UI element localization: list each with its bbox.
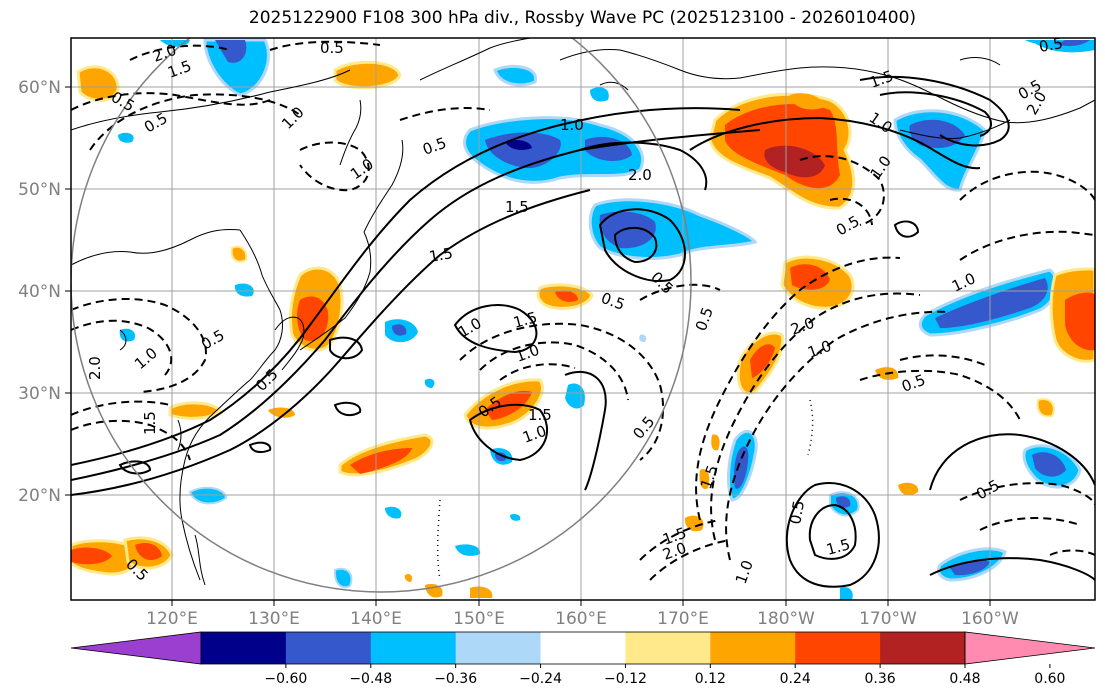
contour-label: 2.0 xyxy=(628,166,652,184)
contour-label: 1.5 xyxy=(511,308,539,332)
colorbar-arrow-high xyxy=(964,631,1096,665)
colorbar: −0.60 −0.48 −0.36 −0.24 −0.12 0.12 0.24 0.36 0.4… xyxy=(70,631,1096,687)
map-canvas: 0.5 2.0 1.5 0.5 1.0 0.5 1.0 1.0 2.0 1.5 … xyxy=(71,34,1095,600)
lon-label: 180°W xyxy=(757,609,815,629)
colorbar-swatch xyxy=(880,632,966,664)
contour-label: 1.5 xyxy=(824,535,852,559)
colorbar-tick-label: 0.36 xyxy=(865,671,896,687)
lon-label: 140°E xyxy=(350,609,402,629)
lat-label: 50°N xyxy=(18,180,61,200)
contours-dotted xyxy=(436,399,814,581)
lon-label: 150°E xyxy=(453,609,505,629)
contour-label: 0.5 xyxy=(420,134,449,159)
contour-label: 0.5 xyxy=(629,413,658,443)
contour-label: 0.5 xyxy=(692,305,717,334)
lon-label: 160°W xyxy=(961,609,1019,629)
shaded-anomalies xyxy=(71,38,1095,600)
colorbar-swatch xyxy=(285,632,372,664)
contour-label: 1.5 xyxy=(428,244,455,266)
colorbar-tick-label: −0.36 xyxy=(434,671,477,687)
contours-positive xyxy=(71,75,1095,588)
contour-label: 0.5 xyxy=(599,289,628,314)
contour-label: 0.5 xyxy=(1038,34,1065,56)
contour-label: 1.0 xyxy=(560,116,584,134)
colorbar-tick-label: −0.48 xyxy=(349,671,392,687)
contour-label: 1.5 xyxy=(141,411,159,435)
colorbar-swatch xyxy=(625,632,711,664)
colorbar-swatch xyxy=(710,632,796,664)
contour-label: 0.5 xyxy=(320,39,344,57)
contour-label: 1.0 xyxy=(131,344,161,373)
contour-label: 1.5 xyxy=(528,406,552,424)
lon-label: 170°W xyxy=(859,609,917,629)
contour-label: 1.0 xyxy=(867,152,895,182)
lon-label: 160°E xyxy=(555,609,607,629)
colorbar-tick-label: 0.12 xyxy=(695,671,726,687)
contour-label: 0.5 xyxy=(899,371,928,396)
colorbar-swatch xyxy=(201,632,287,664)
colorbar-frame xyxy=(200,631,966,665)
contour-label: 1.5 xyxy=(867,67,896,92)
contour-label: 0.5 xyxy=(973,476,1003,504)
contour-label: 2.0 xyxy=(788,314,817,339)
contour-label: 1.0 xyxy=(866,109,896,137)
colorbar-swatch xyxy=(370,632,457,664)
lat-label: 30°N xyxy=(18,384,61,404)
colorbar-swatch xyxy=(540,632,626,664)
contour-label: 1.5 xyxy=(697,463,722,492)
lat-label: 60°N xyxy=(18,78,61,98)
contour-label: 0.5 xyxy=(141,109,171,137)
colorbar-tick-label: 0.48 xyxy=(949,671,980,687)
lon-label: 120°E xyxy=(146,609,198,629)
colorbar-tick-label: −0.12 xyxy=(604,671,647,687)
colorbar-swatch xyxy=(795,632,881,664)
lat-label: 40°N xyxy=(18,282,61,302)
longitude-labels: 120°E 130°E 140°E 150°E 160°E 170°E 180°… xyxy=(146,609,1019,629)
colorbar-tick-label: −0.60 xyxy=(264,671,307,687)
lat-label: 20°N xyxy=(18,486,61,506)
lon-label: 130°E xyxy=(248,609,300,629)
contour-label: 0.5 xyxy=(833,212,863,240)
colorbar-tick-label: 0.24 xyxy=(780,671,811,687)
contour-label: 1.0 xyxy=(805,337,834,362)
map-frame xyxy=(70,37,1096,601)
contour-label: 1.0 xyxy=(278,103,308,133)
axis-ticks xyxy=(65,86,991,606)
lon-label: 170°E xyxy=(657,609,709,629)
contour-label: 1.0 xyxy=(732,558,757,587)
contour-label: 1.0 xyxy=(513,341,542,366)
coastlines xyxy=(71,38,1095,586)
colorbar-tick-label: −0.24 xyxy=(519,671,562,687)
map-title: 2025122900 F108 300 hPa div., Rossby Wav… xyxy=(248,8,917,28)
latitude-labels: 60°N 50°N 40°N 30°N 20°N xyxy=(18,78,61,506)
colorbar-arrow-low xyxy=(70,631,202,665)
colorbar-tick-label: 0.60 xyxy=(1034,671,1065,687)
contour-label: 2.0 xyxy=(86,356,104,380)
colorbar-swatch xyxy=(455,632,542,664)
contour-label: 0.5 xyxy=(786,499,808,526)
contour-label: 1.0 xyxy=(455,314,485,342)
contour-label: 1.0 xyxy=(347,155,377,183)
contour-label: 0.5 xyxy=(198,326,228,354)
region-circle xyxy=(71,38,692,593)
contour-label: 1.5 xyxy=(505,198,529,216)
